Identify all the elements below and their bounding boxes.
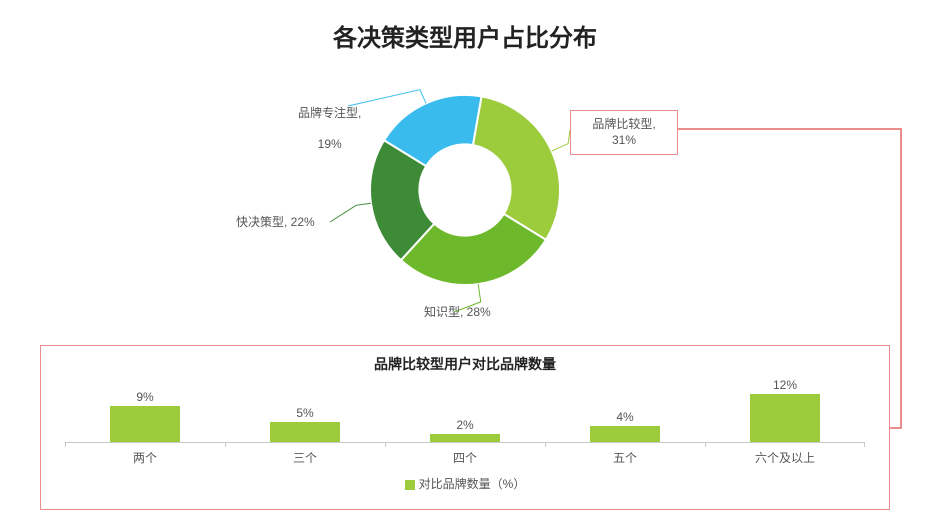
bar-category-label: 六个及以上	[705, 449, 865, 466]
donut-slice	[473, 96, 560, 239]
highlight-value: 31%	[585, 133, 663, 149]
bar-category-label: 五个	[545, 449, 705, 466]
bar-value-label: 4%	[545, 410, 705, 424]
bar-category-label: 四个	[385, 449, 545, 466]
bar-chart-container: 品牌比较型用户对比品牌数量 9%5%2%4%12% 两个三个四个五个六个及以上 …	[40, 345, 890, 510]
bar-legend: 对比品牌数量（%）	[41, 475, 889, 492]
slice-label-fast: 快决策型, 22%	[236, 215, 315, 231]
donut-holder	[365, 90, 565, 290]
connector-h1	[678, 128, 900, 130]
legend-label: 对比品牌数量（%）	[419, 477, 526, 491]
bar-rect	[750, 394, 820, 442]
bar-cell: 5%	[225, 406, 385, 442]
page-title: 各决策类型用户占比分布	[0, 18, 930, 53]
bar-value-label: 9%	[65, 390, 225, 404]
connector-h2	[890, 427, 902, 429]
bar-chart-title: 品牌比较型用户对比品牌数量	[41, 354, 889, 374]
bar-value-label: 5%	[225, 406, 385, 420]
bar-rect	[110, 406, 180, 442]
slice-label-brandfocus: 品牌专注型, 19%	[278, 90, 361, 168]
bar-rect	[270, 422, 340, 442]
bar-cell: 2%	[385, 418, 545, 442]
title-text: 各决策类型用户占比分布	[333, 25, 597, 52]
highlight-annotation: 品牌比较型, 31%	[570, 110, 678, 155]
connector-v	[900, 128, 902, 428]
donut-chart: 品牌比较型, 31% 知识型, 28% 快决策型, 22% 品牌专注型, 19%	[0, 90, 930, 320]
bar-category-label: 三个	[225, 449, 385, 466]
bar-category-label: 两个	[65, 449, 225, 466]
highlight-label: 品牌比较型,	[585, 117, 663, 133]
bar-rect	[430, 434, 500, 442]
brandfocus-line1: 品牌专注型,	[298, 106, 361, 120]
categories-row: 两个三个四个五个六个及以上	[65, 443, 865, 471]
slice-label-knowledge: 知识型, 28%	[424, 305, 491, 321]
donut-svg	[365, 90, 565, 290]
bar-value-label: 2%	[385, 418, 545, 432]
bar-cell: 9%	[65, 390, 225, 442]
bar-rect	[590, 426, 660, 442]
bars-row: 9%5%2%4%12%	[65, 382, 865, 443]
bar-value-label: 12%	[705, 378, 865, 392]
legend-swatch	[405, 480, 415, 490]
bar-cell: 4%	[545, 410, 705, 442]
bar-cell: 12%	[705, 378, 865, 442]
brandfocus-line2: 19%	[318, 137, 342, 151]
